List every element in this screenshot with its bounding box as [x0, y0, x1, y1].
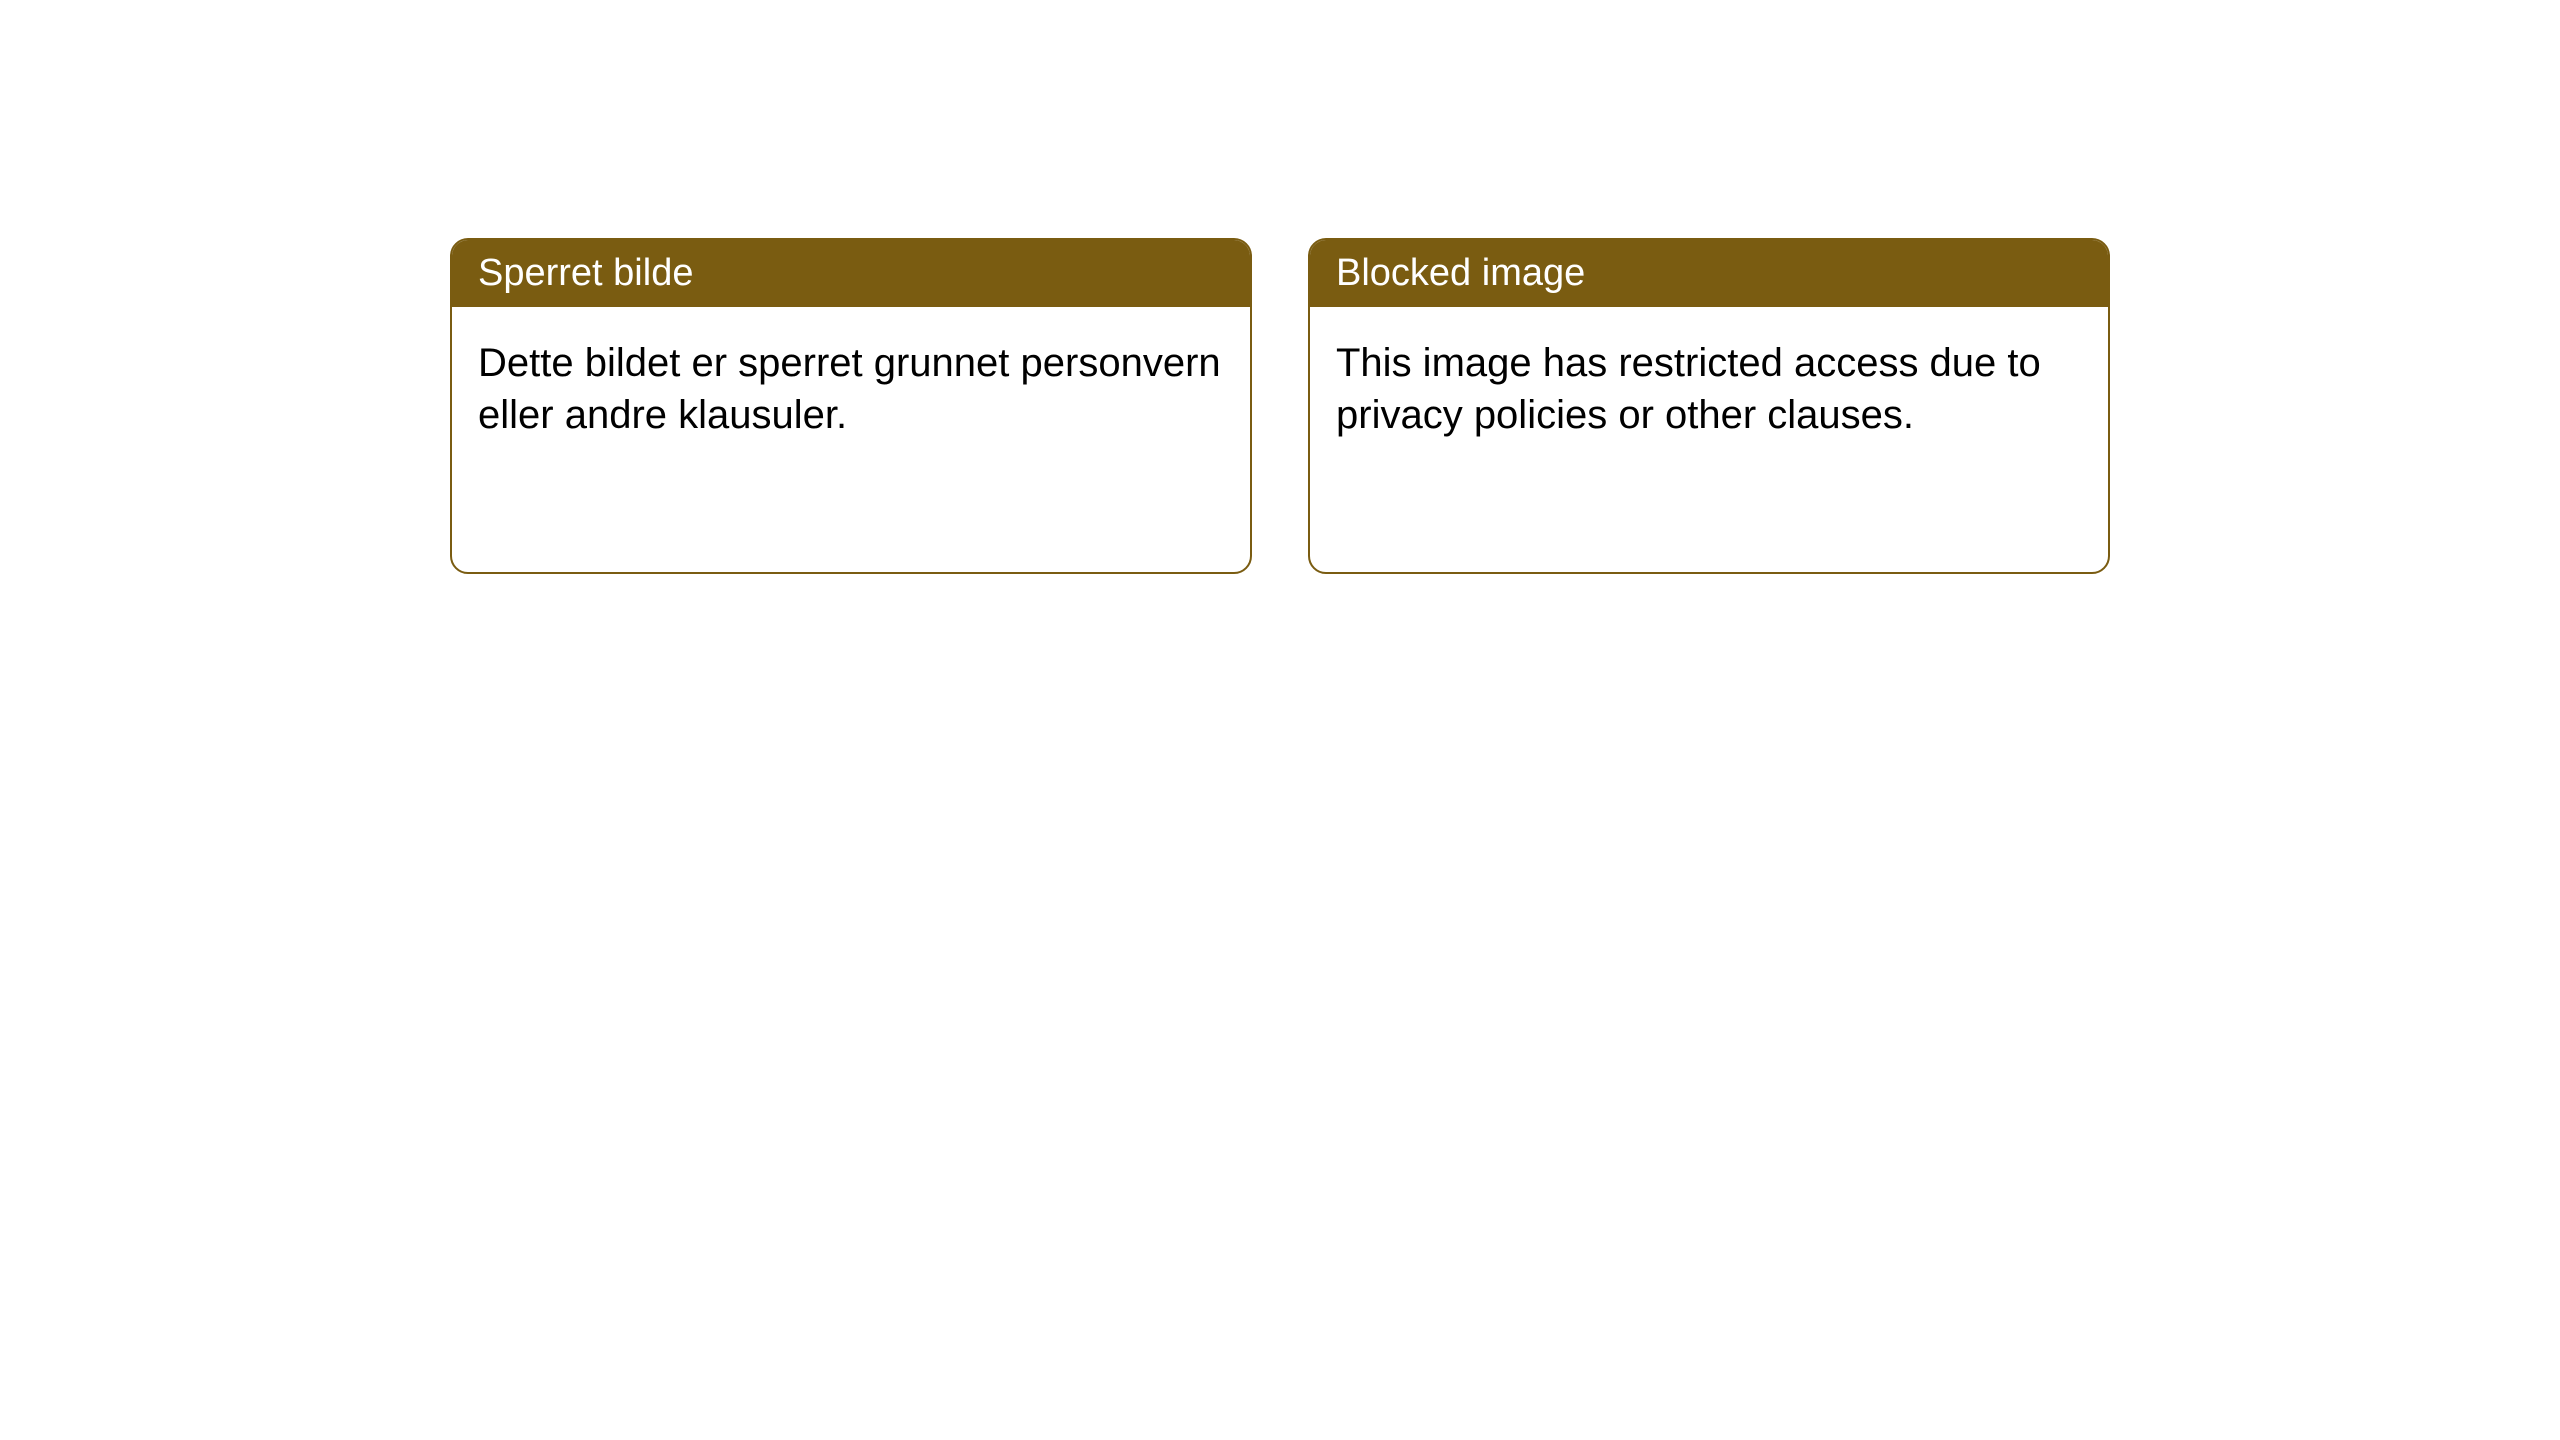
card-header: Blocked image [1310, 240, 2108, 307]
card-header: Sperret bilde [452, 240, 1250, 307]
notice-card-norwegian: Sperret bilde Dette bildet er sperret gr… [450, 238, 1252, 574]
card-title: Sperret bilde [478, 252, 693, 294]
card-body-text: Dette bildet er sperret grunnet personve… [478, 341, 1221, 437]
notice-container: Sperret bilde Dette bildet er sperret gr… [450, 238, 2110, 574]
notice-card-english: Blocked image This image has restricted … [1308, 238, 2110, 574]
card-body-text: This image has restricted access due to … [1336, 341, 2041, 437]
card-body: Dette bildet er sperret grunnet personve… [452, 307, 1250, 471]
card-title: Blocked image [1336, 252, 1585, 294]
card-body: This image has restricted access due to … [1310, 307, 2108, 471]
